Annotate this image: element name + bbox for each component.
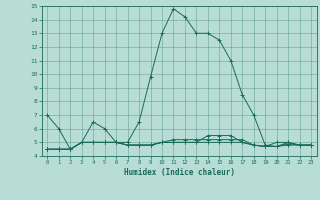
X-axis label: Humidex (Indice chaleur): Humidex (Indice chaleur)	[124, 168, 235, 177]
